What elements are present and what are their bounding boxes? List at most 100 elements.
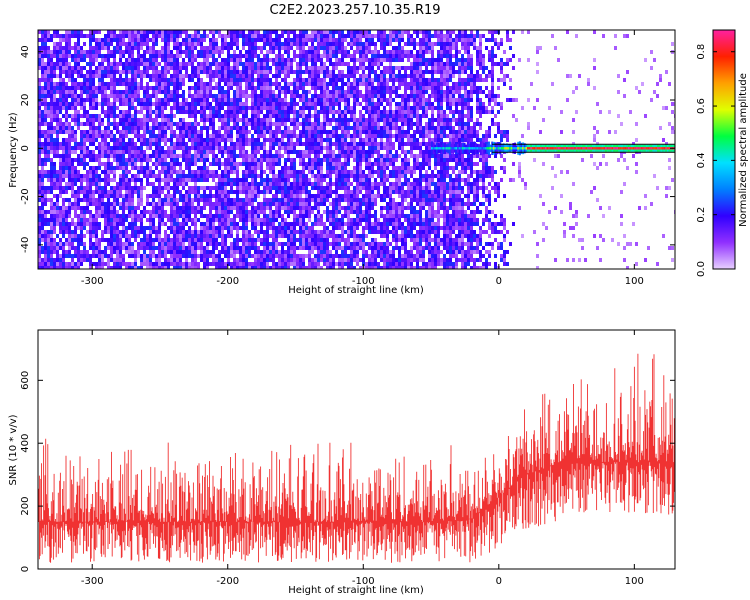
spectrogram-cell: [203, 38, 206, 42]
spectrogram-cell: [143, 42, 146, 46]
spectrogram-cell: [176, 170, 179, 174]
spectrogram-cell: [68, 242, 71, 246]
spectrogram-cell: [191, 38, 194, 42]
spectrogram-cell: [311, 162, 314, 166]
spectrogram-cell: [287, 266, 290, 269]
spectrogram-cell: [44, 90, 47, 94]
spectrogram-cell: [272, 222, 275, 226]
spectrogram-cell: [278, 170, 281, 174]
spectrogram-cell: [77, 254, 80, 258]
spectrogram-cell: [131, 146, 134, 150]
spectrogram-cell: [290, 246, 293, 250]
spectrogram-cell: [56, 198, 59, 202]
spectrogram-cell: [110, 214, 113, 218]
spectrogram-cell: [227, 226, 230, 230]
spectrogram-cell: [215, 110, 218, 114]
spectrogram-cell: [179, 94, 182, 98]
spectrogram-cell: [329, 142, 332, 146]
spectrogram-cell: [317, 146, 320, 150]
spectrogram-cell: [287, 194, 290, 198]
spectrogram-cell: [89, 74, 92, 78]
spectrogram-cell: [86, 206, 89, 210]
spectrogram-cell: [281, 170, 284, 174]
spectrogram-cell: [143, 150, 146, 154]
spectrogram-cell: [113, 166, 116, 170]
spectrogram-cell: [98, 222, 101, 226]
spectrogram-cell: [206, 218, 209, 222]
spectrogram-cell: [236, 38, 239, 42]
spectrogram-cell: [47, 130, 50, 134]
spectrogram-cell: [209, 54, 212, 58]
spectrogram-cell: [311, 98, 314, 102]
spectrogram-cell: [185, 182, 188, 186]
spectrogram-cell: [293, 162, 296, 166]
spectrogram-cell: [254, 246, 257, 250]
spectrogram-cell: [41, 230, 44, 234]
spectrogram-cell: [236, 250, 239, 254]
spectrogram-cell: [245, 142, 248, 146]
spectrogram-cell: [164, 238, 167, 242]
spectrogram-cell: [230, 186, 233, 190]
spectrogram-cell: [152, 194, 155, 198]
spectrogram-cell: [299, 258, 302, 262]
spectrogram-cell: [197, 102, 200, 106]
spectrogram-cell: [245, 246, 248, 250]
spectrogram-cell: [326, 70, 329, 74]
spectrogram-cell: [293, 254, 296, 258]
spectrogram-cell: [242, 94, 245, 98]
spectrogram-cell: [314, 178, 317, 182]
spectrogram-cell: [113, 218, 116, 222]
spectrogram-cell: [302, 94, 305, 98]
spectrogram-cell: [167, 78, 170, 82]
spectrogram-cell: [131, 74, 134, 78]
spectrogram-cell: [218, 102, 221, 106]
spectrogram-cell: [149, 250, 152, 254]
spectrogram-cell: [212, 226, 215, 230]
spectrogram-cell: [170, 90, 173, 94]
spectrogram-cell: [107, 94, 110, 98]
spectrogram-cell: [173, 266, 176, 269]
spectrogram-cell: [170, 230, 173, 234]
spectrogram-cell: [284, 106, 287, 110]
spectrogram-cell: [110, 258, 113, 262]
spectrogram-cell: [164, 186, 167, 190]
spectrogram-cell: [236, 146, 239, 150]
spectrogram-cell: [134, 134, 137, 138]
spectrogram-cell: [200, 142, 203, 146]
spectrogram-cell: [275, 230, 278, 234]
spectrogram-cell: [68, 170, 71, 174]
spectrogram-cell: [332, 98, 335, 102]
spectrogram-cell: [287, 154, 290, 158]
spectrogram-cell: [194, 98, 197, 102]
spectrogram-cell: [176, 70, 179, 74]
spectrogram-cell: [257, 126, 260, 130]
spectrogram-cell: [89, 194, 92, 198]
spectrogram-cell: [176, 226, 179, 230]
spectrogram-cell: [320, 202, 323, 206]
spectrogram-cell: [308, 58, 311, 62]
spectrogram-cell: [77, 98, 80, 102]
spectrogram-cell: [263, 238, 266, 242]
spectrogram-cell: [47, 114, 50, 118]
spectrogram-cell: [107, 62, 110, 66]
spectrogram-cell: [317, 66, 320, 70]
spectrogram-cell: [125, 46, 128, 50]
spectrogram-cell: [290, 182, 293, 186]
spectrogram-cell: [113, 234, 116, 238]
spectrogram-cell: [278, 58, 281, 62]
spectrogram-cell: [251, 202, 254, 206]
spectrogram-cell: [164, 34, 167, 38]
spectrogram-cell: [41, 190, 44, 194]
spectrogram-cell: [140, 170, 143, 174]
spectrogram-cell: [65, 62, 68, 66]
spectrogram-cell: [257, 130, 260, 134]
spectrogram-cell: [131, 214, 134, 218]
spectrogram-cell: [218, 258, 221, 262]
spectrogram-cell: [101, 118, 104, 122]
spectrogram-cell: [143, 230, 146, 234]
spectrogram-cell: [146, 110, 149, 114]
spectrogram-cell: [164, 106, 167, 110]
spectrogram-cell: [221, 238, 224, 242]
spectrogram-cell: [59, 186, 62, 190]
spectrogram-cell: [326, 134, 329, 138]
